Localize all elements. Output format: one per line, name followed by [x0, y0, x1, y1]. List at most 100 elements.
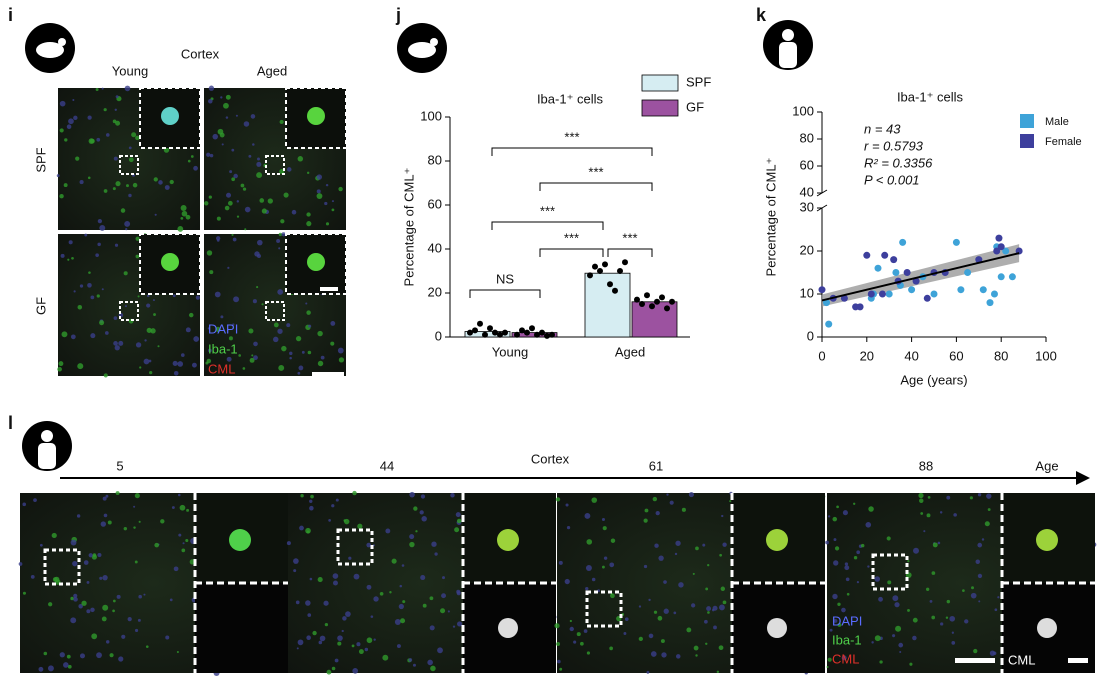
column-label: Young [112, 63, 148, 78]
cell [90, 607, 95, 613]
cell [707, 564, 710, 567]
cell [103, 513, 108, 518]
cell [102, 604, 109, 611]
cell [382, 654, 389, 661]
cell [238, 354, 241, 357]
cell [106, 640, 110, 644]
y-tick-label: 10 [800, 285, 814, 300]
cell [115, 95, 119, 99]
y-axis-label: Percentage of CML⁺ [401, 168, 416, 287]
cell [926, 513, 931, 518]
cell [638, 605, 642, 608]
cell [842, 510, 848, 516]
cell [88, 271, 91, 274]
roi-box [871, 553, 909, 591]
cell [927, 496, 931, 499]
cell [419, 510, 424, 515]
cell [76, 514, 81, 518]
cell [277, 328, 283, 334]
cell [123, 271, 128, 276]
cell [143, 593, 146, 596]
cell [658, 555, 664, 561]
dashed-divider [730, 493, 825, 673]
cell [975, 559, 980, 564]
cell [945, 616, 949, 619]
cell [693, 645, 699, 651]
cell [912, 617, 918, 623]
cell [256, 161, 262, 167]
data-point [952, 238, 960, 246]
data-point [908, 286, 916, 294]
cell [256, 172, 263, 179]
cell [256, 286, 259, 289]
cell [981, 538, 985, 541]
axis-label: Age [1035, 458, 1058, 473]
data-point [1008, 273, 1016, 281]
cell [316, 174, 322, 180]
cell [833, 560, 839, 566]
data-point [840, 294, 848, 302]
microglia [229, 529, 251, 551]
microglia [497, 529, 519, 551]
y-tick-label: 40 [428, 240, 442, 255]
data-point [669, 298, 675, 305]
cell [208, 85, 215, 91]
cell [118, 656, 124, 662]
cell [105, 494, 109, 498]
cell [920, 512, 924, 515]
cell [251, 354, 254, 357]
data-point [502, 329, 508, 336]
cell [675, 654, 681, 659]
cell [252, 143, 255, 146]
cell [951, 631, 954, 634]
cell [172, 294, 176, 298]
cell [886, 536, 891, 541]
cell [22, 591, 26, 595]
cell [356, 642, 361, 647]
cell [718, 645, 724, 651]
x-tick-label: 60 [949, 348, 963, 363]
cell [242, 367, 246, 370]
cell [225, 94, 231, 100]
cell [650, 651, 657, 657]
cell [103, 373, 108, 378]
cell [86, 609, 91, 614]
cell [324, 622, 329, 627]
cell [257, 239, 263, 246]
cell [660, 639, 665, 644]
cell [72, 560, 78, 567]
cell [286, 323, 291, 328]
cell [158, 180, 163, 185]
cell [30, 575, 35, 579]
cell [412, 663, 416, 667]
cell [420, 574, 426, 581]
cell [603, 556, 608, 560]
cell [932, 542, 938, 548]
cell [273, 322, 279, 328]
cell [565, 503, 569, 507]
cell [279, 119, 284, 125]
sig-bracket [607, 248, 653, 257]
cell [124, 220, 131, 227]
cell [90, 295, 95, 300]
cell [977, 493, 982, 497]
cell [661, 652, 667, 658]
cell [868, 506, 874, 512]
cell [324, 201, 328, 206]
cell [154, 542, 159, 548]
cell [100, 521, 107, 527]
cell [663, 608, 669, 614]
cell [97, 242, 101, 247]
cell [925, 587, 930, 591]
cell [61, 331, 68, 338]
cell [977, 542, 983, 548]
cell [195, 295, 200, 300]
cell [126, 184, 129, 188]
cell [379, 591, 384, 596]
data-point [549, 331, 555, 338]
cell [729, 500, 732, 503]
cell [454, 527, 460, 533]
cell [236, 200, 240, 203]
y-tick-label: 0 [435, 328, 442, 343]
cell [67, 258, 70, 261]
